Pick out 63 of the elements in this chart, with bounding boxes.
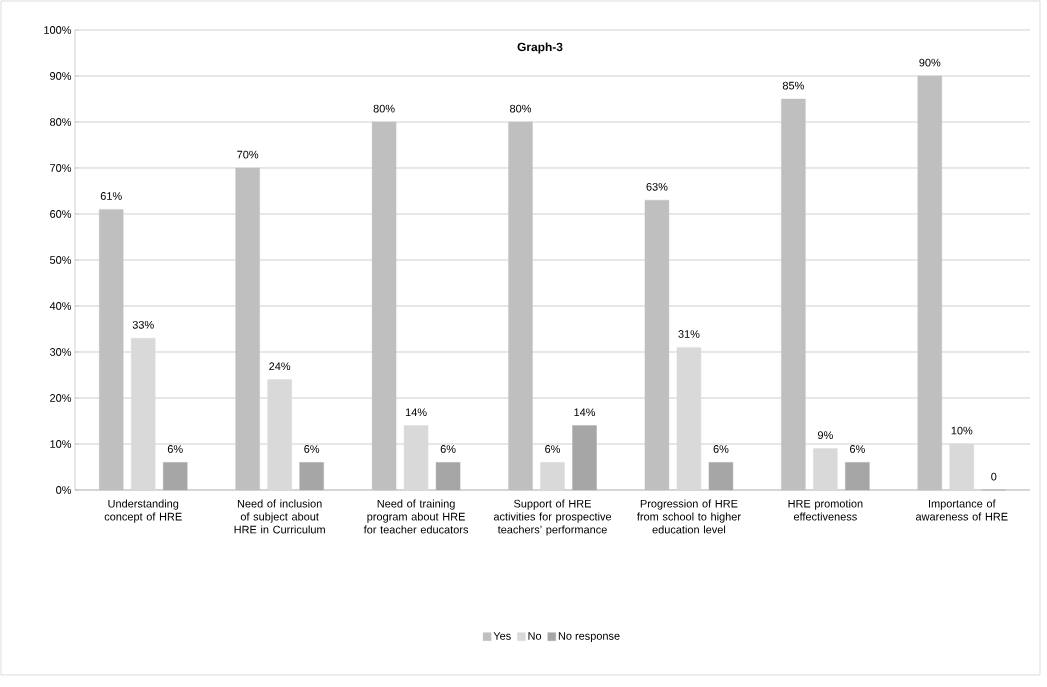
data-label: 85%: [782, 81, 804, 90]
y-tick-label: 50%: [49, 256, 72, 264]
bar: [163, 462, 188, 491]
y-tick-label: 0%: [56, 486, 72, 494]
legend-label: Yes: [493, 632, 511, 640]
data-label: 6%: [850, 445, 865, 453]
x-tick-label: Progression of HRE from school to higher education level: [637, 499, 741, 534]
data-label: 9%: [817, 431, 833, 440]
data-label: 80%: [373, 104, 395, 113]
y-tick-label: 20%: [50, 394, 72, 402]
bar: [299, 462, 324, 491]
bar: [781, 98, 806, 491]
data-label: 6%: [304, 445, 320, 453]
y-tick-label: 70%: [50, 164, 72, 172]
y-tick-label: 30%: [49, 348, 72, 356]
bar: [131, 337, 156, 491]
y-tick-label: 90%: [50, 72, 72, 80]
bar: [540, 462, 565, 491]
data-label: 6%: [713, 445, 729, 453]
data-label: 63%: [646, 182, 668, 191]
data-label: 6%: [440, 445, 456, 453]
text: Graph-3: [517, 42, 563, 54]
data-label: 70%: [237, 150, 259, 159]
y-tick-label: 40%: [49, 302, 72, 310]
x-tick-label: Importance of awareness of HRE: [915, 499, 1008, 521]
x-tick-label: Support of HRE activities for prospective teachers’ performance: [493, 499, 612, 536]
data-label: 33%: [132, 320, 154, 329]
legend-label: No: [528, 632, 542, 640]
x-tick-label: Need of inclusion of subject about HRE in Curriculum: [234, 499, 325, 534]
data-label: 31%: [678, 330, 700, 338]
bar: [371, 121, 397, 491]
data-label: 14%: [405, 408, 427, 417]
data-label: 61%: [100, 192, 122, 200]
data-label: 14%: [574, 408, 596, 417]
data-label: 90%: [919, 58, 941, 67]
y-tick-label: 60%: [50, 210, 72, 218]
bar: [235, 167, 260, 491]
bar: [676, 347, 702, 491]
bar: [99, 209, 124, 491]
bar: [572, 425, 597, 491]
y-tick-label: 10%: [50, 440, 72, 448]
y-tick-label: 100%: [44, 26, 72, 34]
bar: [813, 448, 838, 491]
data-label: 80%: [510, 104, 532, 113]
data-label: 6%: [167, 445, 183, 453]
data-label: 10%: [951, 426, 973, 435]
bar: [845, 462, 870, 491]
bar: [917, 75, 942, 491]
bar: [708, 462, 734, 491]
bar: [949, 443, 974, 491]
data-label: 6%: [545, 445, 561, 453]
data-label: 0: [991, 472, 997, 481]
bar: [644, 199, 670, 491]
data-label: 24%: [269, 362, 291, 371]
y-tick-label: 80%: [50, 118, 72, 126]
bar: [403, 425, 429, 491]
x-tick-label: Understanding concept of HRE: [104, 499, 182, 523]
bar: [267, 379, 292, 491]
x-tick-label: Need of training program about HRE for teacher educators: [363, 499, 469, 534]
bar: [508, 121, 533, 491]
bar: [435, 462, 461, 491]
x-tick-label: HRE promotion effectiveness: [788, 499, 863, 521]
legend-label: No response: [558, 632, 620, 642]
